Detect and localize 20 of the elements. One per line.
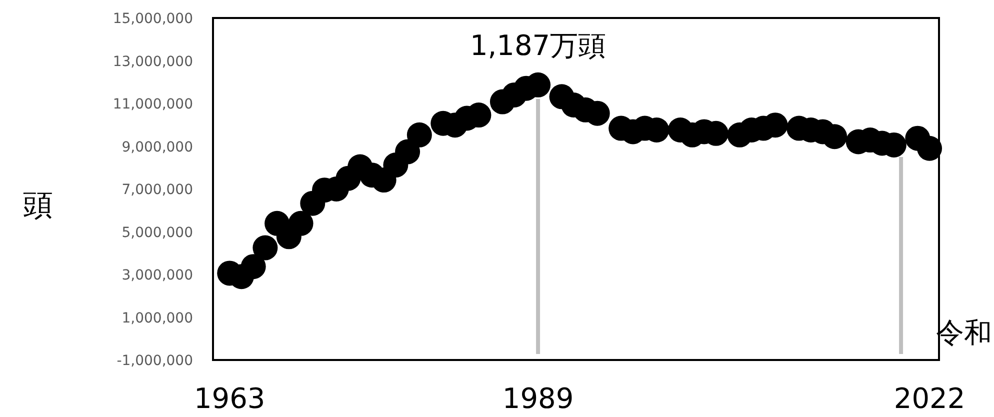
y-tick-label: 1,000,000 (122, 310, 193, 326)
point (252, 235, 278, 260)
point (406, 122, 432, 148)
y-tick-label: -1,000,000 (116, 353, 193, 369)
y-tick-label: 13,000,000 (112, 54, 193, 70)
point (288, 210, 314, 236)
point (917, 136, 942, 161)
annotation: 1,187万頭 (470, 28, 606, 62)
y-tick-label: 5,000,000 (122, 224, 193, 241)
y-tick-label: 15,000,000 (112, 11, 193, 27)
y-tick-label: 7,000,000 (122, 182, 193, 198)
y-tick-label: 3,000,000 (122, 268, 193, 284)
point (395, 139, 420, 164)
y-axis-title: 頭 (23, 188, 53, 223)
y-tick-label: 11,000,000 (112, 96, 193, 112)
point (240, 254, 266, 280)
x-tick-label: 1989 (502, 382, 574, 415)
x-tick-label: 1963 (194, 382, 266, 415)
x-tick-label: 2022 (894, 382, 966, 415)
y-tick-label: 9,000,000 (122, 139, 193, 156)
